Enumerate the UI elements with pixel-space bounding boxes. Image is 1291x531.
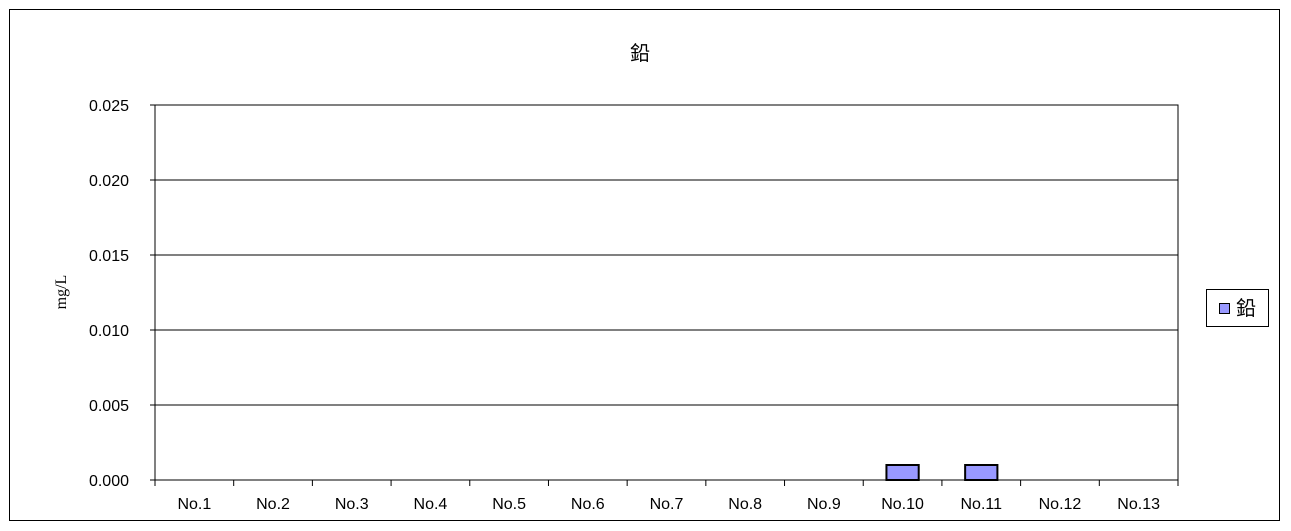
x-tick-label: No.11 xyxy=(961,496,1003,513)
x-tick-label: No.9 xyxy=(807,496,841,513)
x-tick-label: No.13 xyxy=(1117,496,1160,513)
y-tick-label: 0.020 xyxy=(89,173,129,190)
axes xyxy=(150,104,1179,486)
legend-label: 鉛 xyxy=(1236,296,1256,320)
chart-area xyxy=(9,9,1280,521)
x-tick-label: No.5 xyxy=(492,496,526,513)
y-tick-label: 0.005 xyxy=(89,398,129,415)
x-tick-label: No.3 xyxy=(335,496,369,513)
bar-series xyxy=(885,464,999,481)
y-tick-label: 0.010 xyxy=(89,323,129,340)
x-tick-label: No.4 xyxy=(414,496,448,513)
x-tick-label: No.8 xyxy=(728,496,762,513)
x-tick-label: No.6 xyxy=(571,496,605,513)
gridlines xyxy=(155,104,1178,406)
y-tick-label: 0.015 xyxy=(89,248,129,265)
x-tick-labels: No.1 No.2 No.3 No.4 No.5 No.6 No.7 No.8 No.9 No.1… xyxy=(177,496,1160,513)
x-tick-label: No.1 xyxy=(177,496,211,513)
legend: 鉛 xyxy=(1206,289,1269,327)
x-tick-label: No.2 xyxy=(256,496,290,513)
y-tick-label: 0.025 xyxy=(89,98,129,115)
x-tick-label: No.7 xyxy=(650,496,684,513)
legend-swatch xyxy=(1219,302,1230,314)
y-tick-labels: 0.000 0.005 0.010 0.015 0.020 0.025 xyxy=(89,98,129,490)
chart-title: 鉛 xyxy=(630,41,650,65)
x-tick-label: No.12 xyxy=(1039,496,1082,513)
y-tick-label: 0.000 xyxy=(89,473,129,490)
bar xyxy=(964,464,999,481)
plot-border xyxy=(154,104,1179,481)
bar xyxy=(885,464,920,481)
x-tick-label: No.10 xyxy=(881,496,924,513)
y-axis-label: mg/L xyxy=(53,275,70,310)
